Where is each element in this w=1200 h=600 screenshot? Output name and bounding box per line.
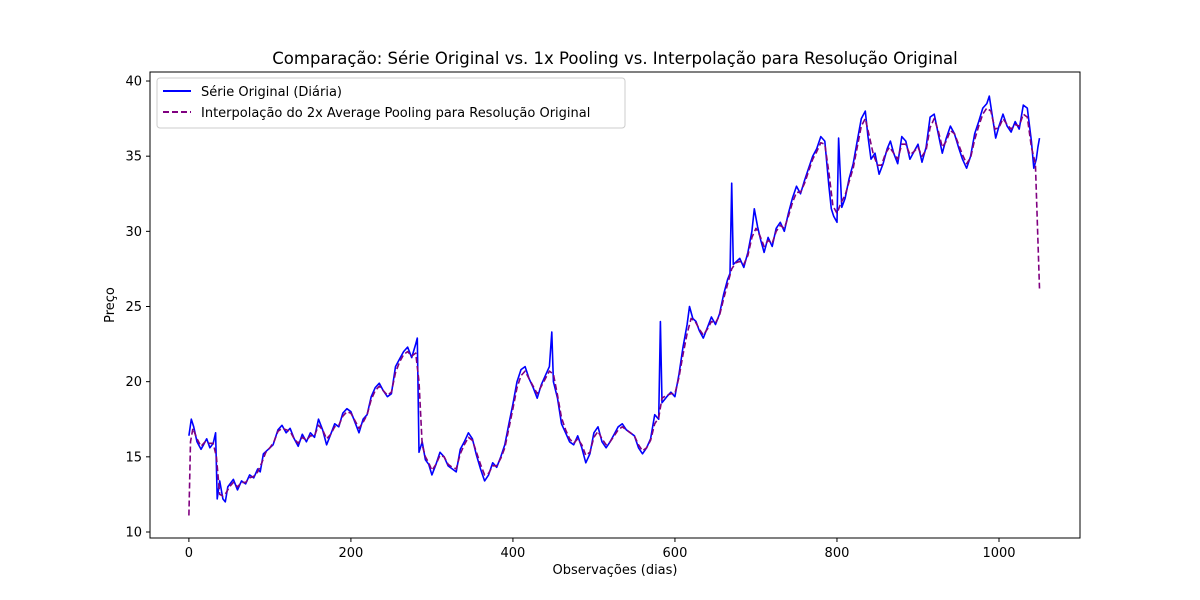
series-line-original [188, 95, 1041, 503]
y-tick-label: 25 [125, 300, 142, 315]
y-tick-label: 15 [125, 450, 142, 465]
series-line-interpolation [188, 107, 1041, 516]
plot-frame [149, 71, 1081, 539]
x-axis-label: Observações (dias) [552, 563, 677, 578]
x-tick-label: 200 [338, 546, 363, 561]
y-axis: 10 15 20 25 30 35 40 [125, 75, 150, 540]
x-tick-label: 0 [185, 546, 193, 561]
x-tick-label: 600 [663, 546, 688, 561]
x-axis: 0 200 400 600 800 1000 [185, 538, 1016, 561]
x-tick-label: 400 [501, 546, 526, 561]
legend-label-original: Série Original (Diária) [201, 85, 342, 100]
x-tick-label: 1000 [982, 546, 1015, 561]
chart-title: Comparação: Série Original vs. 1x Poolin… [272, 49, 958, 68]
y-tick-label: 35 [125, 150, 142, 165]
legend-box [156, 77, 626, 129]
y-tick-label: 30 [125, 225, 142, 240]
legend-label-interpolation: Interpolação do 2x Average Pooling para … [201, 106, 590, 121]
y-tick-label: 20 [125, 375, 142, 390]
series-layer [188, 95, 1041, 516]
y-tick-label: 40 [125, 75, 142, 90]
y-tick-label: 10 [125, 525, 142, 540]
y-axis-label: Preço [103, 287, 118, 323]
legend: Série Original (Diária) Interpolação do … [156, 77, 626, 129]
x-tick-label: 800 [825, 546, 850, 561]
